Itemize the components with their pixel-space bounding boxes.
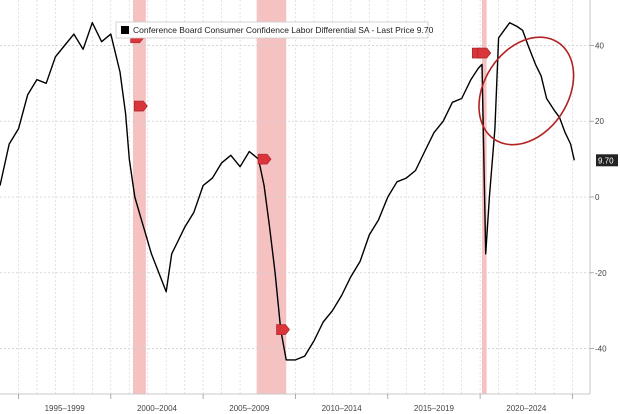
legend-box xyxy=(115,21,429,39)
recession-band xyxy=(132,0,146,394)
y-axis-ticks: 40 20 0 -20 -40 xyxy=(590,41,607,354)
legend: Conference Board Consumer Confidence Lab… xyxy=(115,21,434,39)
y-tick-label: -40 xyxy=(595,345,607,354)
y-tick-label: 20 xyxy=(595,117,604,126)
last-price-badge-box xyxy=(596,154,618,167)
series-line xyxy=(0,22,575,361)
event-marker-icon xyxy=(134,100,148,112)
y-tick-label: 0 xyxy=(595,193,600,202)
event-marker-icon xyxy=(477,47,492,59)
annotation-ellipse xyxy=(478,36,575,146)
last-price-badge: 9.70 xyxy=(596,154,618,167)
x-tick-label: 2000–2004 xyxy=(137,404,178,413)
series-layer xyxy=(0,22,575,361)
annotation-layer xyxy=(478,36,575,146)
y-tick-label: -20 xyxy=(595,269,607,278)
x-tick-label: 2015–2019 xyxy=(414,404,455,413)
x-tick-label: 2010–2014 xyxy=(322,404,363,413)
legend-series-name: Conference Board Consumer Confidence Lab… xyxy=(133,25,434,35)
y-tick-label: 40 xyxy=(595,41,604,50)
plot-background xyxy=(0,0,590,394)
x-axis-ticks: 1995–1999 2000–2004 2005–2009 2010–2014 2015… xyxy=(18,394,573,413)
last-price-label: 9.70 xyxy=(598,156,614,165)
event-marker-icon xyxy=(276,324,290,335)
event-marker-icon xyxy=(257,153,272,165)
x-tick-label: 1995–1999 xyxy=(45,404,86,413)
x-tick-label: 2005–2009 xyxy=(229,404,270,413)
legend-swatch xyxy=(121,26,129,34)
x-tick-label: 2020–2024 xyxy=(506,404,547,413)
